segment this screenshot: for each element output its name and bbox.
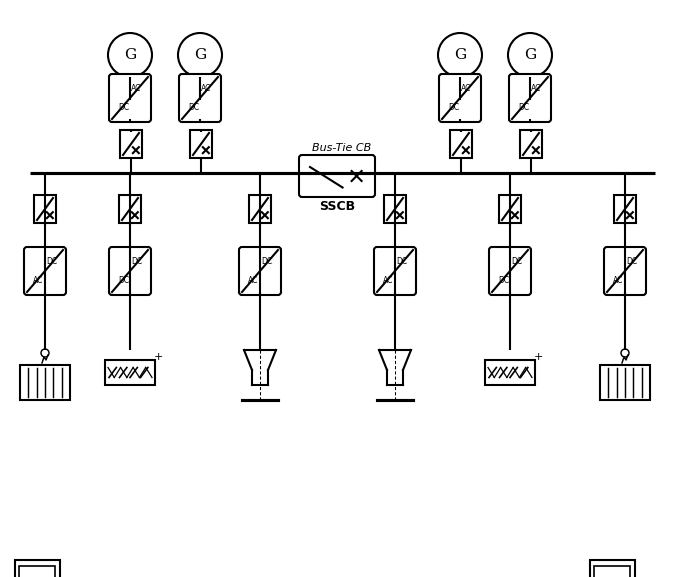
Circle shape: [178, 33, 222, 77]
Bar: [249, 195, 271, 223]
Text: DC: DC: [498, 276, 509, 284]
Circle shape: [621, 349, 629, 357]
Bar: [119, 195, 141, 223]
Bar: [105, 360, 155, 385]
Bar: [520, 130, 542, 158]
Bar: [190, 130, 212, 158]
Circle shape: [508, 33, 552, 77]
Bar: [15, 560, 60, 577]
Text: DC: DC: [131, 257, 142, 266]
Text: G: G: [454, 48, 466, 62]
FancyBboxPatch shape: [179, 74, 221, 122]
Text: G: G: [524, 48, 536, 62]
Text: AC: AC: [249, 276, 259, 284]
Bar: [120, 130, 142, 158]
Text: DC: DC: [396, 257, 407, 266]
Text: AC: AC: [201, 84, 212, 93]
FancyBboxPatch shape: [109, 74, 151, 122]
Text: DC: DC: [626, 257, 637, 266]
Text: G: G: [124, 48, 136, 62]
Bar: [600, 365, 650, 400]
FancyBboxPatch shape: [109, 247, 151, 295]
Bar: [485, 360, 535, 385]
Bar: [19, 565, 55, 577]
FancyBboxPatch shape: [299, 155, 375, 197]
Text: AC: AC: [532, 84, 542, 93]
Bar: [450, 130, 472, 158]
Text: AC: AC: [132, 84, 142, 93]
Bar: [595, 565, 630, 577]
FancyBboxPatch shape: [604, 247, 646, 295]
Text: DC: DC: [511, 257, 522, 266]
Text: G: G: [194, 48, 206, 62]
Bar: [590, 560, 635, 577]
Bar: [20, 365, 70, 400]
Circle shape: [438, 33, 482, 77]
Circle shape: [41, 349, 49, 357]
Text: DC: DC: [518, 103, 529, 112]
Circle shape: [108, 33, 152, 77]
Text: DC: DC: [118, 276, 129, 284]
Text: AC: AC: [461, 84, 472, 93]
Text: Bus-Tie CB: Bus-Tie CB: [312, 143, 372, 153]
Bar: [614, 195, 636, 223]
Text: DC: DC: [188, 103, 199, 112]
Bar: [499, 195, 521, 223]
Text: SSCB: SSCB: [319, 200, 355, 212]
FancyBboxPatch shape: [239, 247, 281, 295]
Text: DC: DC: [118, 103, 129, 112]
Text: +: +: [153, 352, 162, 362]
Bar: [34, 195, 56, 223]
FancyBboxPatch shape: [374, 247, 416, 295]
Bar: [384, 195, 406, 223]
Text: DC: DC: [46, 257, 57, 266]
Text: AC: AC: [384, 276, 394, 284]
Text: DC: DC: [448, 103, 459, 112]
FancyBboxPatch shape: [489, 247, 531, 295]
Text: AC: AC: [613, 276, 624, 284]
Text: DC: DC: [261, 257, 272, 266]
FancyBboxPatch shape: [439, 74, 481, 122]
FancyBboxPatch shape: [509, 74, 551, 122]
FancyBboxPatch shape: [24, 247, 66, 295]
Text: +: +: [534, 352, 543, 362]
Text: AC: AC: [34, 276, 44, 284]
